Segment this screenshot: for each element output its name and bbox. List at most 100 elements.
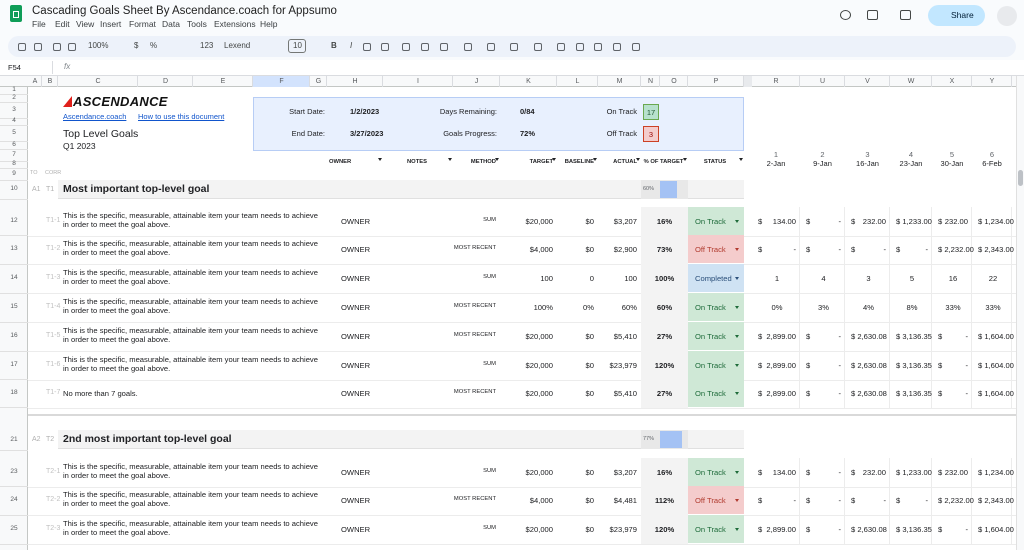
menu-item[interactable]: Format (129, 19, 156, 29)
dropdown-arrow[interactable] (735, 220, 739, 224)
row-number[interactable]: 5 (12, 128, 16, 136)
row-number[interactable]: 6 (12, 140, 16, 148)
column-header[interactable] (383, 76, 453, 87)
status-cell[interactable] (688, 379, 744, 408)
toolbar-icon[interactable] (402, 43, 410, 51)
row-number[interactable]: 17 (10, 360, 18, 368)
font-size-box[interactable] (288, 39, 306, 53)
row-number[interactable]: 23 (10, 467, 18, 475)
scrollbar[interactable] (1016, 76, 1024, 550)
status[interactable]: On Track (695, 525, 726, 535)
toolbar-icon[interactable] (534, 43, 542, 51)
toolbar-icon[interactable] (557, 43, 565, 51)
filter-icon[interactable] (448, 158, 452, 161)
menu-item[interactable]: View (76, 19, 95, 29)
column-header[interactable] (28, 76, 42, 87)
row-number[interactable]: 25 (10, 525, 18, 532)
status[interactable]: On Track (695, 468, 726, 478)
link[interactable]: Ascendance.coach (63, 112, 127, 121)
column-header[interactable] (932, 76, 972, 87)
row-number[interactable]: 7 (12, 150, 16, 158)
column-header[interactable] (253, 76, 310, 87)
column-header[interactable] (890, 76, 932, 87)
filter-icon[interactable] (739, 158, 743, 161)
toolbar-icon[interactable] (632, 43, 640, 51)
row-number[interactable]: 10 (10, 185, 18, 192)
status-cell[interactable] (688, 293, 744, 322)
comments-icon[interactable] (867, 10, 878, 20)
column-header[interactable] (688, 76, 744, 87)
toolbar-icon[interactable] (464, 43, 472, 51)
status[interactable]: On Track (695, 332, 726, 342)
status[interactable]: On Track (695, 303, 726, 313)
row-number[interactable]: 1 (12, 86, 16, 93)
menu-item[interactable]: Extensions (214, 19, 256, 29)
toolbar-icon[interactable] (34, 43, 42, 51)
filter-icon[interactable] (593, 158, 597, 161)
column-header[interactable] (500, 76, 557, 87)
column-header[interactable] (972, 76, 1012, 87)
status[interactable]: On Track (695, 217, 726, 227)
toolbar-icon[interactable] (68, 43, 76, 51)
filter-icon[interactable] (495, 158, 499, 161)
column-header[interactable] (193, 76, 253, 87)
status[interactable]: On Track (695, 389, 726, 399)
filter-icon[interactable] (683, 158, 687, 161)
share-label[interactable]: Share (951, 10, 974, 20)
toolbar-icon[interactable] (421, 43, 429, 51)
link[interactable]: How to use this document (138, 112, 225, 121)
toolbar-zoom[interactable]: 100% (88, 41, 109, 50)
column-header[interactable] (42, 76, 58, 87)
row-number[interactable]: 15 (10, 303, 18, 310)
column-header[interactable] (800, 76, 845, 87)
sheets-icon[interactable] (10, 5, 22, 22)
toolbar-icon[interactable] (381, 43, 389, 51)
column-header[interactable] (598, 76, 641, 87)
toolbar-icon[interactable] (594, 43, 602, 51)
toolbar-percent[interactable]: % (150, 41, 158, 50)
status[interactable]: On Track (695, 361, 726, 371)
column-header[interactable] (752, 76, 800, 87)
row-number[interactable]: 12 (10, 216, 18, 224)
status-cell[interactable] (688, 264, 744, 293)
dropdown-arrow[interactable] (735, 364, 739, 368)
toolbar-italic[interactable]: I (350, 41, 353, 50)
avatar[interactable] (997, 6, 1017, 26)
column-header[interactable] (58, 76, 138, 87)
column-header[interactable] (557, 76, 598, 87)
toolbar-icon[interactable] (363, 43, 371, 51)
column-header[interactable] (138, 76, 193, 87)
row-number[interactable]: 18 (10, 388, 18, 396)
status-cell[interactable] (688, 515, 744, 544)
toolbar-currency[interactable]: $ (134, 41, 139, 50)
menu-item[interactable]: File (32, 19, 46, 29)
row-number[interactable]: 13 (10, 245, 18, 252)
toolbar-icon[interactable] (53, 43, 61, 51)
menu-item[interactable]: Data (162, 19, 180, 29)
row-number[interactable]: 16 (10, 332, 18, 339)
toolbar-icon[interactable] (576, 43, 584, 51)
toolbar-icon[interactable] (487, 43, 495, 51)
row-number[interactable]: 24 (10, 496, 18, 503)
row-number[interactable]: 14 (10, 274, 18, 281)
dropdown-arrow[interactable] (735, 392, 739, 396)
row-number[interactable]: 2 (12, 93, 16, 101)
toolbar-icon[interactable] (613, 43, 621, 51)
menu-item[interactable]: Help (260, 19, 278, 29)
share-button[interactable] (928, 5, 985, 26)
row-number[interactable]: 9 (12, 169, 16, 177)
dropdown-arrow[interactable] (735, 277, 739, 281)
dropdown-arrow[interactable] (735, 499, 739, 503)
dropdown-arrow[interactable] (735, 471, 739, 475)
row-number[interactable]: 3 (12, 105, 16, 113)
status-cell[interactable] (688, 235, 744, 264)
toolbar-icon[interactable] (18, 43, 26, 51)
dropdown-arrow[interactable] (735, 528, 739, 532)
toolbar-icon[interactable] (510, 43, 518, 51)
status[interactable]: Completed (695, 274, 732, 284)
column-header[interactable] (453, 76, 500, 87)
status-cell[interactable] (688, 486, 744, 515)
toolbar-icon[interactable] (440, 43, 448, 51)
cell-reference[interactable]: F54 (8, 63, 21, 72)
filter-icon[interactable] (636, 158, 640, 161)
